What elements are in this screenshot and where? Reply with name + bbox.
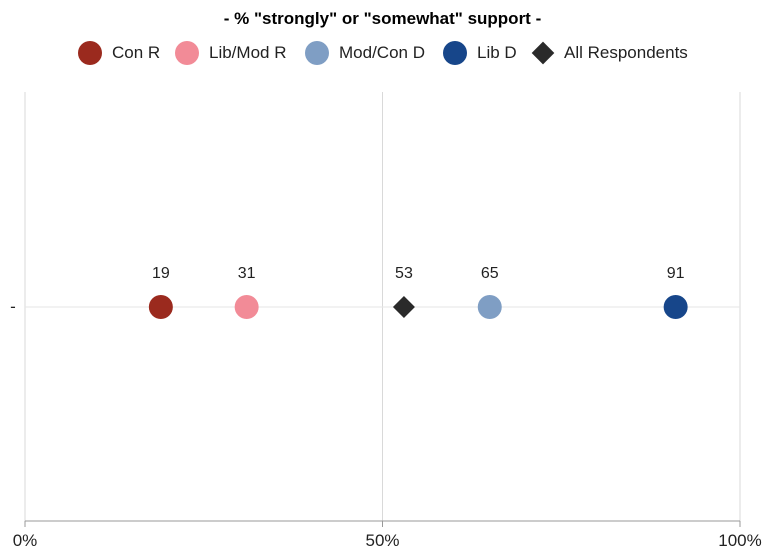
legend-item-lib-d: Lib D bbox=[443, 40, 517, 66]
data-point-lib-d bbox=[663, 295, 688, 319]
legend-item-lib-mod-r: Lib/Mod R bbox=[175, 40, 286, 66]
legend: Con R Lib/Mod R Mod/Con D Lib D All Resp… bbox=[0, 40, 765, 66]
y-tick-label: - bbox=[10, 297, 16, 316]
legend-item-mod-con-d: Mod/Con D bbox=[305, 40, 425, 66]
data-label: 53 bbox=[395, 265, 413, 282]
legend-item-con-r: Con R bbox=[78, 40, 160, 66]
legend-swatch-lib-d bbox=[443, 41, 467, 65]
data-point-all-respondents bbox=[392, 296, 415, 318]
legend-swatch-lib-mod-r bbox=[175, 41, 199, 65]
legend-swatch-con-r bbox=[78, 41, 102, 65]
data-point-lib-mod-r bbox=[234, 295, 259, 319]
legend-label-lib-mod-r: Lib/Mod R bbox=[209, 43, 287, 62]
data-label: 19 bbox=[152, 265, 170, 282]
legend-item-all-respondents: All Respondents bbox=[531, 40, 688, 66]
legend-label-all-respondents: All Respondents bbox=[564, 43, 688, 62]
chart-subtitle: - % "strongly" or "somewhat" support - bbox=[223, 9, 542, 28]
legend-label-con-r: Con R bbox=[112, 43, 161, 62]
x-tick-label: 50% bbox=[365, 531, 399, 550]
x-tick-label: 100% bbox=[718, 531, 761, 550]
x-tick-label: 0% bbox=[13, 531, 38, 550]
legend-swatch-mod-con-d bbox=[305, 41, 329, 65]
legend-label-lib-d: Lib D bbox=[477, 43, 517, 62]
data-label: 65 bbox=[481, 265, 499, 282]
legend-label-mod-con-d: Mod/Con D bbox=[339, 43, 425, 62]
data-point-mod-con-d bbox=[477, 295, 502, 319]
data-label: 91 bbox=[667, 265, 685, 282]
data-label: 31 bbox=[238, 265, 256, 282]
data-point-con-r bbox=[148, 295, 173, 319]
